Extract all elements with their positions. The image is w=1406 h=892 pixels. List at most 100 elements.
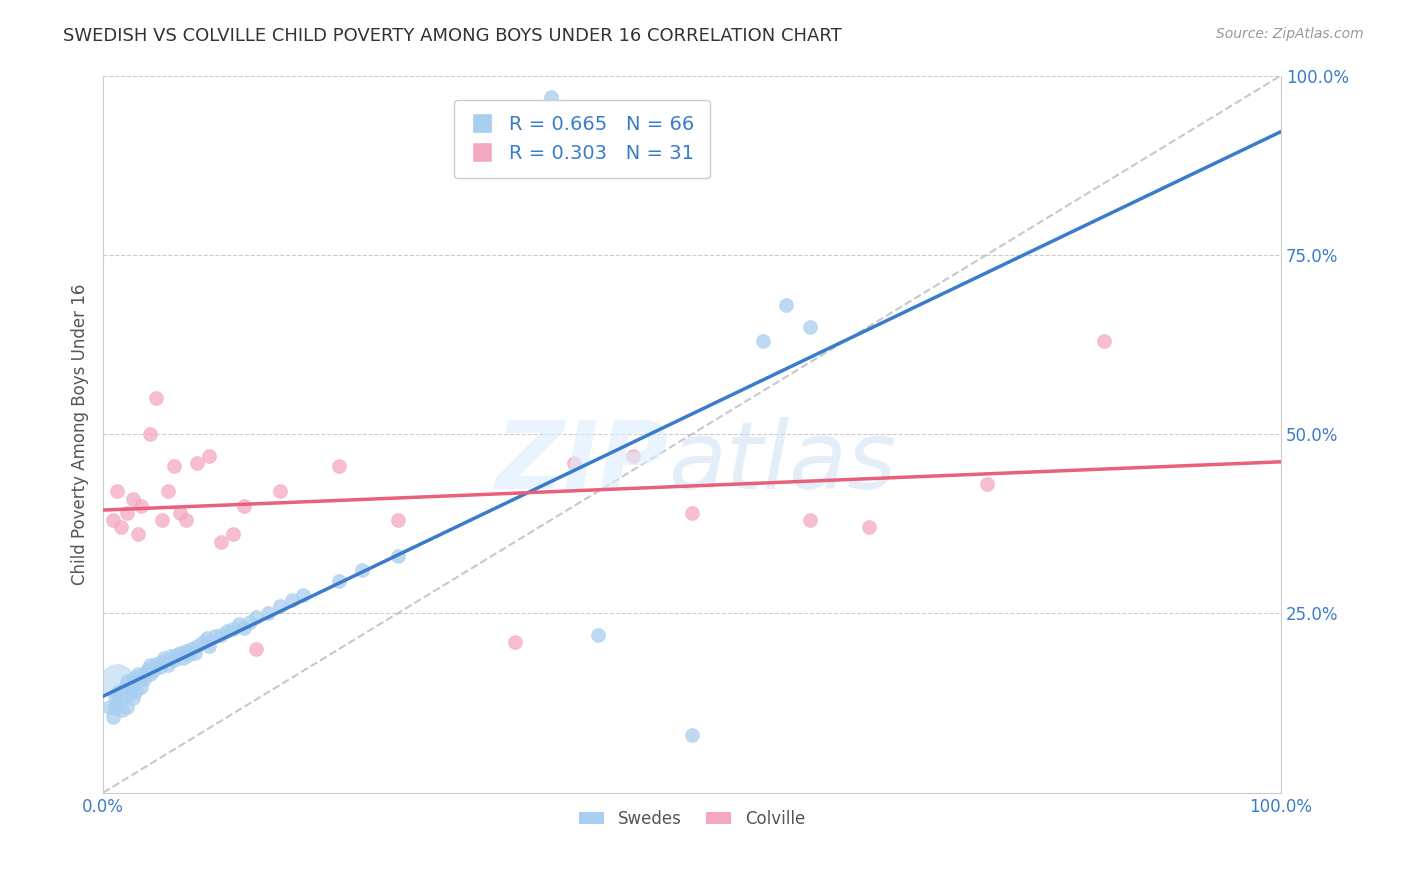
Point (562, 456, 585, 470)
Point (122, 671, 145, 685)
Point (145, 391, 167, 405)
Point (115, 699, 138, 714)
Point (172, 650, 194, 665)
Point (280, 593, 302, 607)
Point (195, 632, 218, 646)
Point (245, 642, 267, 657)
Point (540, 90, 562, 104)
Point (115, 506, 138, 520)
Point (204, 629, 226, 643)
Point (121, 491, 143, 506)
Point (228, 617, 250, 632)
Point (150, 655, 173, 669)
Point (174, 643, 197, 657)
Point (209, 534, 232, 549)
Point (233, 621, 256, 635)
Point (174, 513, 197, 527)
Point (118, 687, 141, 701)
Point (121, 676, 143, 690)
Point (139, 667, 162, 681)
Point (328, 574, 350, 588)
Point (101, 513, 124, 527)
Point (387, 549, 409, 563)
Point (858, 520, 880, 534)
Point (245, 610, 267, 624)
Point (165, 648, 187, 662)
Point (156, 484, 179, 499)
Point (681, 728, 703, 742)
Point (292, 589, 315, 603)
Point (269, 599, 291, 614)
Point (586, 628, 609, 642)
Point (127, 674, 149, 689)
Point (233, 499, 256, 513)
Point (328, 459, 350, 474)
Point (221, 527, 243, 541)
Point (121, 691, 143, 706)
Point (209, 628, 232, 642)
Point (149, 660, 172, 674)
Point (505, 635, 527, 649)
Point (160, 649, 183, 664)
Point (153, 650, 176, 665)
Point (129, 680, 152, 694)
Point (184, 646, 207, 660)
Point (163, 459, 186, 474)
Point (269, 484, 291, 499)
Point (193, 635, 215, 649)
Point (1092, 334, 1115, 348)
Point (387, 513, 409, 527)
Point (112, 681, 135, 696)
Point (169, 646, 191, 660)
Point (156, 658, 179, 673)
Point (198, 449, 221, 463)
Point (198, 639, 221, 653)
Point (169, 506, 191, 520)
Point (134, 673, 156, 687)
Text: Source: ZipAtlas.com: Source: ZipAtlas.com (1216, 27, 1364, 41)
Point (163, 653, 186, 667)
Point (135, 665, 157, 680)
Point (105, 674, 128, 689)
Point (131, 669, 153, 683)
Point (111, 703, 134, 717)
Point (239, 615, 262, 629)
Point (976, 477, 998, 491)
Point (110, 692, 132, 706)
Point (98, 699, 121, 714)
Y-axis label: Child Poverty Among Boys Under 16: Child Poverty Among Boys Under 16 (72, 284, 89, 585)
Point (621, 449, 644, 463)
Point (127, 527, 149, 541)
Point (136, 662, 159, 676)
Point (105, 484, 128, 499)
Point (186, 456, 208, 470)
Point (105, 696, 128, 710)
Point (257, 607, 280, 621)
Point (101, 710, 124, 724)
Point (139, 427, 162, 442)
Text: SWEDISH VS COLVILLE CHILD POVERTY AMONG BOYS UNDER 16 CORRELATION CHART: SWEDISH VS COLVILLE CHILD POVERTY AMONG … (63, 27, 842, 45)
Legend: Swedes, Colville: Swedes, Colville (572, 803, 811, 835)
Point (127, 667, 149, 681)
Point (104, 689, 127, 703)
Point (142, 664, 165, 678)
Text: atlas: atlas (668, 417, 897, 508)
Point (751, 334, 773, 348)
Point (115, 674, 138, 689)
Point (104, 701, 127, 715)
Point (186, 639, 208, 653)
Point (180, 642, 202, 657)
Point (120, 680, 142, 694)
Point (221, 622, 243, 636)
Point (129, 499, 152, 513)
Point (107, 685, 129, 699)
Point (215, 624, 238, 639)
Point (681, 506, 703, 520)
Point (125, 683, 148, 698)
Point (139, 658, 162, 673)
Point (110, 520, 132, 534)
Point (150, 513, 173, 527)
Point (177, 648, 200, 662)
Point (775, 298, 797, 312)
Point (145, 657, 167, 671)
